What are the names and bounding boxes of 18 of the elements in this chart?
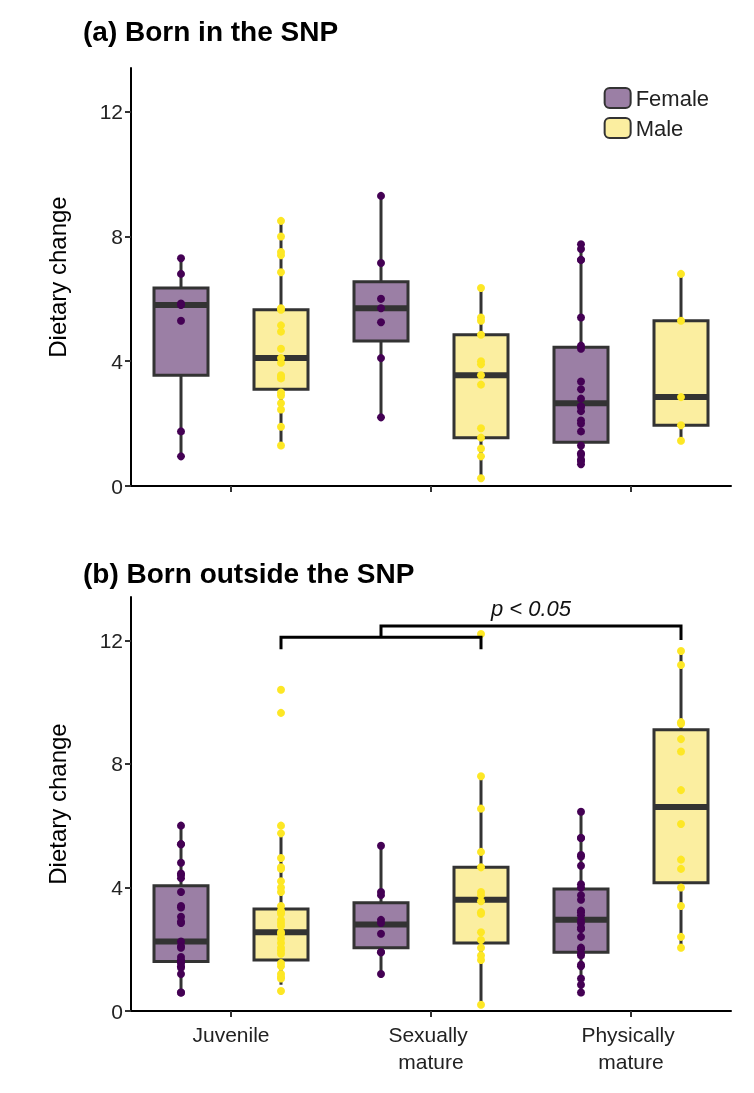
x-tick-label: Sexually mature xyxy=(388,1023,474,1073)
x-tick-label: Juvenile xyxy=(192,1023,270,1046)
y-tick-label: 12 xyxy=(99,100,123,124)
x-tick-label: Physically mature xyxy=(581,1023,681,1073)
annotation: p < 0.05 xyxy=(490,595,572,622)
y-axis-title: Dietary change xyxy=(43,723,71,885)
y-tick-label: 8 xyxy=(111,224,123,248)
chart-title: (a) Born in the SNP xyxy=(83,15,339,47)
y-axis-title: Dietary change xyxy=(43,196,71,358)
chart-title: (b) Born outside the SNP xyxy=(83,557,415,589)
legend-label: Male xyxy=(635,115,684,141)
y-tick-label: 8 xyxy=(111,752,123,776)
y-tick-label: 4 xyxy=(111,349,124,373)
y-tick-label: 4 xyxy=(111,875,124,899)
y-tick-label: 0 xyxy=(111,474,123,498)
y-tick-label: 12 xyxy=(99,628,123,652)
legend-label: Female xyxy=(635,85,709,111)
y-tick-label: 0 xyxy=(111,999,123,1023)
